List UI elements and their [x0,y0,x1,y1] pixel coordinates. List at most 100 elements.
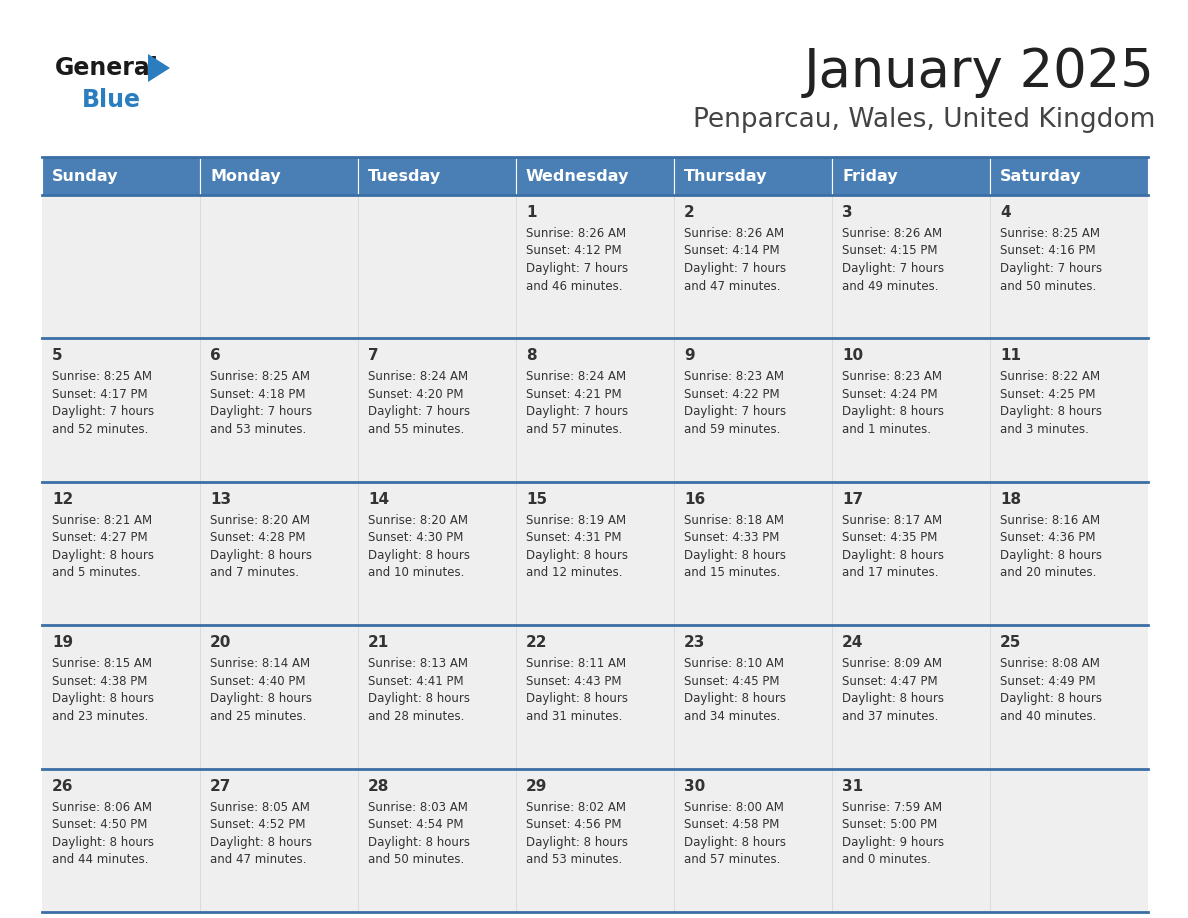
Text: Tuesday: Tuesday [368,169,441,184]
Bar [832,482,990,625]
Text: Friday: Friday [842,169,898,184]
Text: Sunset: 4:22 PM: Sunset: 4:22 PM [684,388,779,401]
Text: Thursday: Thursday [684,169,767,184]
Bar [674,195,832,339]
Text: Daylight: 8 hours: Daylight: 8 hours [526,549,628,562]
Text: Sunset: 4:28 PM: Sunset: 4:28 PM [210,532,305,544]
Text: and 44 minutes.: and 44 minutes. [52,853,148,866]
Text: Sunset: 4:49 PM: Sunset: 4:49 PM [1000,675,1095,688]
Text: and 23 minutes.: and 23 minutes. [52,710,148,722]
Text: 22: 22 [526,635,548,650]
Text: Monday: Monday [210,169,280,184]
Text: Daylight: 8 hours: Daylight: 8 hours [842,406,944,419]
Text: January 2025: January 2025 [804,46,1155,98]
Text: 7: 7 [368,349,379,364]
Bar [674,482,832,625]
Text: Daylight: 8 hours: Daylight: 8 hours [210,835,312,848]
Bar [200,195,358,339]
Text: Daylight: 8 hours: Daylight: 8 hours [368,835,470,848]
Bar [832,768,990,912]
Text: Daylight: 8 hours: Daylight: 8 hours [526,692,628,705]
Text: 24: 24 [842,635,864,650]
Text: and 59 minutes.: and 59 minutes. [684,423,781,436]
Text: Sunset: 4:30 PM: Sunset: 4:30 PM [368,532,463,544]
Bar [990,768,1148,912]
Text: Sunrise: 8:15 AM: Sunrise: 8:15 AM [52,657,152,670]
Text: Wednesday: Wednesday [526,169,630,184]
Text: Sunset: 4:36 PM: Sunset: 4:36 PM [1000,532,1095,544]
Text: Sunrise: 8:22 AM: Sunrise: 8:22 AM [1000,370,1100,384]
Bar [990,482,1148,625]
Polygon shape [148,54,170,82]
Text: and 28 minutes.: and 28 minutes. [368,710,465,722]
Text: Daylight: 7 hours: Daylight: 7 hours [52,406,154,419]
Text: Sunset: 4:54 PM: Sunset: 4:54 PM [368,818,463,831]
Text: Sunrise: 8:20 AM: Sunrise: 8:20 AM [210,514,310,527]
Text: and 20 minutes.: and 20 minutes. [1000,566,1097,579]
Text: Daylight: 8 hours: Daylight: 8 hours [684,835,786,848]
Text: Sunrise: 8:11 AM: Sunrise: 8:11 AM [526,657,626,670]
Text: and 25 minutes.: and 25 minutes. [210,710,307,722]
Text: and 34 minutes.: and 34 minutes. [684,710,781,722]
Text: and 7 minutes.: and 7 minutes. [210,566,299,579]
Text: Sunrise: 8:08 AM: Sunrise: 8:08 AM [1000,657,1100,670]
Text: Daylight: 8 hours: Daylight: 8 hours [1000,549,1102,562]
Text: Daylight: 9 hours: Daylight: 9 hours [842,835,944,848]
Text: and 37 minutes.: and 37 minutes. [842,710,939,722]
Bar [42,339,200,482]
Text: Sunrise: 8:25 AM: Sunrise: 8:25 AM [210,370,310,384]
Text: Daylight: 7 hours: Daylight: 7 hours [1000,262,1102,275]
Text: Sunset: 4:14 PM: Sunset: 4:14 PM [684,244,779,258]
Bar [358,195,516,339]
Bar [990,195,1148,339]
Bar [200,625,358,768]
Text: Sunrise: 8:17 AM: Sunrise: 8:17 AM [842,514,942,527]
Text: Sunset: 4:50 PM: Sunset: 4:50 PM [52,818,147,831]
Text: and 53 minutes.: and 53 minutes. [210,423,307,436]
Text: Sunset: 4:45 PM: Sunset: 4:45 PM [684,675,779,688]
Bar [200,768,358,912]
Text: and 55 minutes.: and 55 minutes. [368,423,465,436]
Bar [832,625,990,768]
Bar [516,768,674,912]
Text: Saturday: Saturday [1000,169,1081,184]
Text: Penparcau, Wales, United Kingdom: Penparcau, Wales, United Kingdom [693,107,1155,133]
Text: 6: 6 [210,349,221,364]
Text: 30: 30 [684,778,706,793]
Text: Sunrise: 8:26 AM: Sunrise: 8:26 AM [842,227,942,240]
Text: and 57 minutes.: and 57 minutes. [526,423,623,436]
Text: and 47 minutes.: and 47 minutes. [684,279,781,293]
Text: Sunset: 4:17 PM: Sunset: 4:17 PM [52,388,147,401]
Text: Sunrise: 8:05 AM: Sunrise: 8:05 AM [210,800,310,813]
Bar [990,157,1148,195]
Text: Sunrise: 8:19 AM: Sunrise: 8:19 AM [526,514,626,527]
Text: 4: 4 [1000,205,1011,220]
Text: Sunrise: 8:14 AM: Sunrise: 8:14 AM [210,657,310,670]
Text: Sunrise: 8:26 AM: Sunrise: 8:26 AM [684,227,784,240]
Text: Sunrise: 8:10 AM: Sunrise: 8:10 AM [684,657,784,670]
Text: Daylight: 7 hours: Daylight: 7 hours [526,262,628,275]
Text: Sunset: 4:24 PM: Sunset: 4:24 PM [842,388,937,401]
Text: Sunset: 4:43 PM: Sunset: 4:43 PM [526,675,621,688]
Text: Sunrise: 8:21 AM: Sunrise: 8:21 AM [52,514,152,527]
Text: and 5 minutes.: and 5 minutes. [52,566,141,579]
Bar [674,157,832,195]
Bar [990,625,1148,768]
Text: and 15 minutes.: and 15 minutes. [684,566,781,579]
Text: Sunset: 5:00 PM: Sunset: 5:00 PM [842,818,937,831]
Text: 5: 5 [52,349,63,364]
Bar [42,625,200,768]
Text: 29: 29 [526,778,548,793]
Text: 18: 18 [1000,492,1022,507]
Text: 11: 11 [1000,349,1020,364]
Text: and 46 minutes.: and 46 minutes. [526,279,623,293]
Text: Sunset: 4:52 PM: Sunset: 4:52 PM [210,818,305,831]
Text: and 57 minutes.: and 57 minutes. [684,853,781,866]
Bar [832,195,990,339]
Text: and 50 minutes.: and 50 minutes. [368,853,465,866]
Text: Daylight: 8 hours: Daylight: 8 hours [210,549,312,562]
Text: 25: 25 [1000,635,1022,650]
Bar [516,195,674,339]
Bar [990,339,1148,482]
Text: Sunset: 4:38 PM: Sunset: 4:38 PM [52,675,147,688]
